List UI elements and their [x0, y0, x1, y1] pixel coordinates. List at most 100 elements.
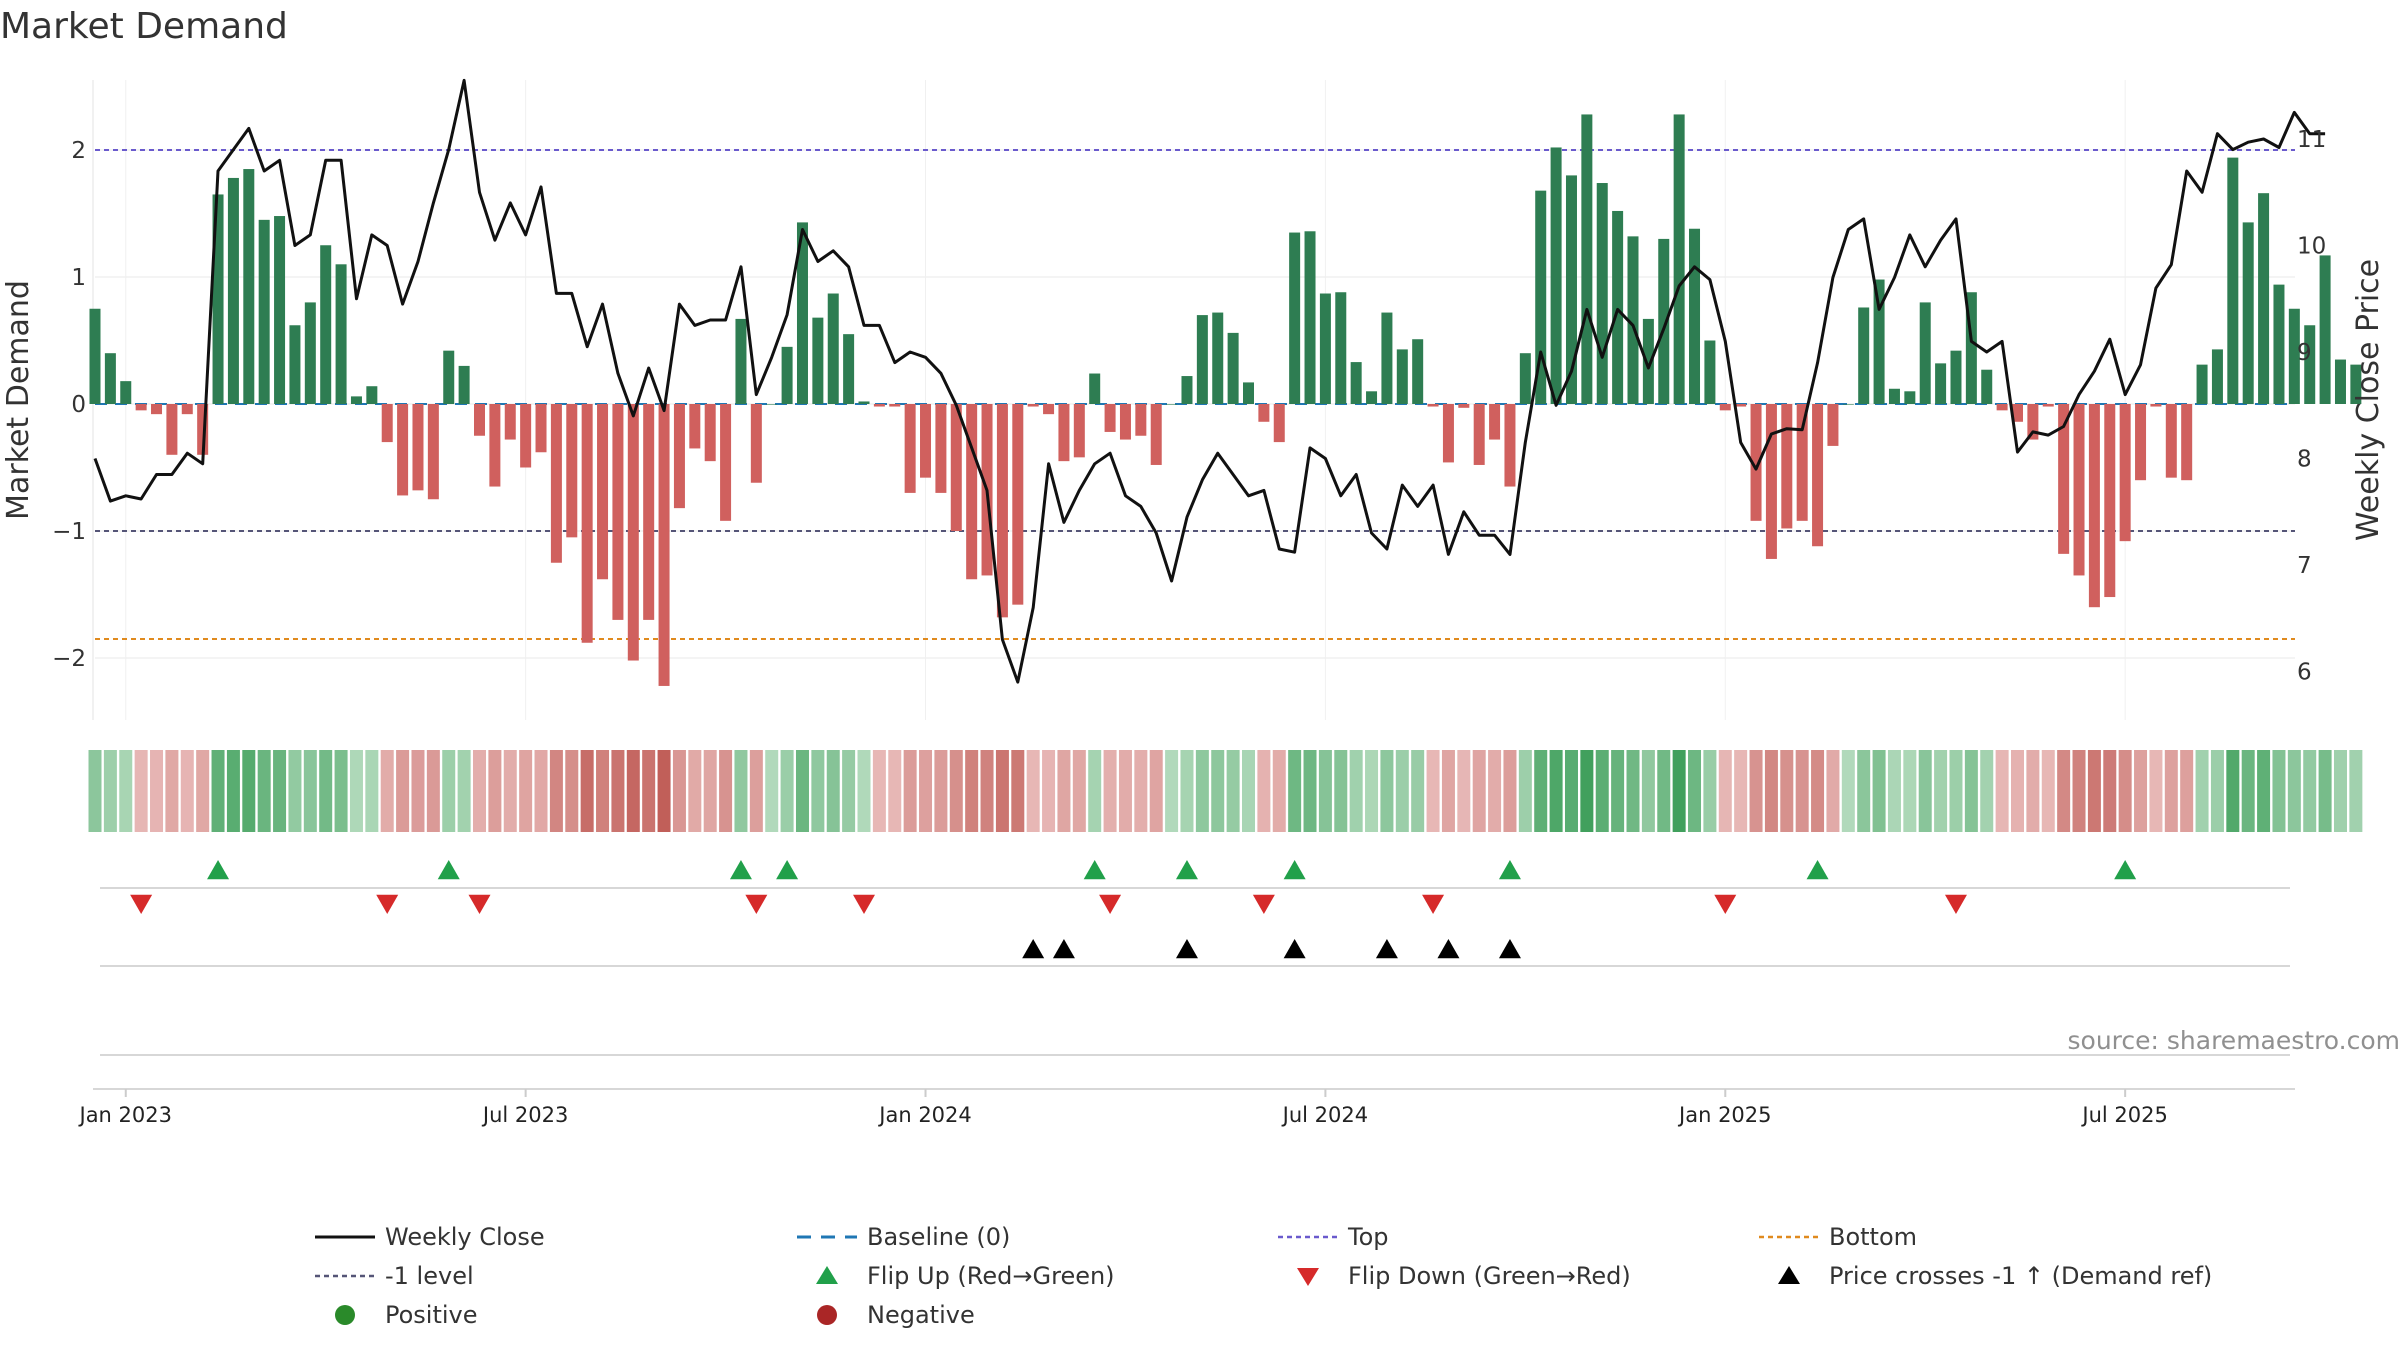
heat-cell	[1688, 750, 1702, 832]
demand-bar	[274, 216, 286, 404]
weekly-close-series	[93, 78, 2326, 684]
heat-cell	[1887, 750, 1901, 832]
heat-cell	[88, 750, 102, 832]
legend-label: Flip Down (Green→Red)	[1348, 1262, 1631, 1290]
heat-cell	[1288, 750, 1302, 832]
demand-bar	[1227, 332, 1239, 404]
demand-bar	[520, 404, 532, 468]
demand-bar	[489, 404, 501, 487]
heat-cell	[2210, 750, 2224, 832]
demand-bar	[1350, 362, 1362, 404]
heat-cell	[503, 750, 517, 832]
demand-bar	[227, 177, 239, 404]
demand-bar	[1704, 340, 1716, 404]
demand-bar	[89, 308, 101, 404]
demand-bar	[1535, 190, 1547, 404]
heat-cell	[1118, 750, 1132, 832]
demand-bar	[2058, 404, 2070, 554]
legend-label: Price crosses -1 ↑ (Demand ref)	[1829, 1262, 2212, 1290]
demand-bar	[1689, 228, 1701, 404]
grid-layer	[92, 80, 2295, 720]
legend-item-flip_up: Flip Up (Red→Green)	[816, 1262, 1115, 1290]
demand-bar	[1642, 318, 1654, 404]
heat-cell	[2118, 750, 2132, 832]
demand-bar	[320, 245, 332, 404]
demand-bar	[704, 404, 716, 462]
flip-down-marker	[1422, 894, 1445, 914]
chart-title: Market Demand	[0, 6, 288, 47]
demand-heat-strip	[88, 750, 2363, 832]
y-tick-label: −2	[52, 646, 86, 672]
demand-bar	[1104, 404, 1116, 432]
heat-cell	[642, 750, 656, 832]
heat-cell	[488, 750, 502, 832]
heat-cell	[580, 750, 594, 832]
x-axis-ticks: Jan 2023 Jul 2023 Jan 2024 Jul 2024 Jan 2025…	[78, 1089, 2168, 1127]
heat-cell	[1564, 750, 1578, 832]
demand-bar	[1366, 391, 1378, 404]
heat-cell	[1903, 750, 1917, 832]
heat-cell	[2180, 750, 2194, 832]
heat-cell	[657, 750, 671, 832]
demand-bar	[2150, 404, 2162, 407]
demand-bar	[135, 404, 147, 411]
heat-cell	[1918, 750, 1932, 832]
legend-item-flip_down: Flip Down (Green→Red)	[1297, 1262, 1631, 1290]
demand-bar	[1504, 404, 1516, 487]
left-axis-ticks: 2 1 0 −1 −2	[52, 138, 86, 672]
heat-cell	[1426, 750, 1440, 832]
demand-bar	[1196, 315, 1208, 404]
legend-item-baseline: Baseline (0)	[797, 1223, 1010, 1251]
right-axis-ticks: 6 7 8 9 10 11	[2297, 127, 2326, 686]
heat-cell	[626, 750, 640, 832]
heat-cell	[1595, 750, 1609, 832]
demand-bar	[1243, 382, 1254, 404]
heat-cell	[150, 750, 164, 832]
heat-cell	[1749, 750, 1763, 832]
demand-bar	[2119, 404, 2131, 542]
heat-cell	[2257, 750, 2271, 832]
demand-bar	[335, 264, 347, 404]
demand-bar	[381, 404, 393, 443]
heat-cell	[672, 750, 686, 832]
heat-cell	[1734, 750, 1748, 832]
heat-cell	[965, 750, 979, 832]
heat-cell	[1457, 750, 1471, 832]
demand-bar	[827, 293, 839, 404]
legend-swatch	[1297, 1268, 1319, 1286]
heat-cell	[1534, 750, 1548, 832]
demand-bar	[1950, 350, 1962, 404]
demand-bar	[2104, 404, 2116, 598]
heat-cell	[1549, 750, 1563, 832]
heat-cell	[242, 750, 256, 832]
heat-cell	[1411, 750, 1425, 832]
demand-bar	[166, 404, 178, 455]
demand-bar	[1796, 404, 1808, 521]
heat-cell	[1626, 750, 1640, 832]
demand-bar	[1858, 307, 1870, 404]
heat-cell	[688, 750, 702, 832]
demand-bar	[1596, 183, 1608, 404]
demand-bar	[212, 194, 224, 404]
demand-bar	[920, 404, 932, 478]
heat-cell	[473, 750, 486, 832]
heat-cell	[1242, 750, 1255, 832]
demand-bar	[2242, 222, 2254, 404]
y-tick-label: 2	[71, 138, 86, 164]
flip-up-marker	[2114, 860, 2137, 880]
heat-cell	[365, 750, 379, 832]
demand-bar	[796, 222, 808, 404]
heat-cell	[1072, 750, 1086, 832]
demand-bar	[1458, 404, 1470, 408]
x-tick-label: Jul 2025	[2080, 1103, 2167, 1127]
demand-bar	[673, 404, 685, 509]
demand-bar	[996, 404, 1008, 618]
flip-down-marker	[1099, 894, 1122, 914]
heat-cell	[1934, 750, 1948, 832]
heat-cell	[1026, 750, 1040, 832]
heat-cell	[1211, 750, 1225, 832]
demand-bar	[412, 404, 424, 491]
demand-bar	[720, 404, 732, 521]
heat-cell	[919, 750, 933, 832]
flip-down-marker	[376, 894, 399, 914]
